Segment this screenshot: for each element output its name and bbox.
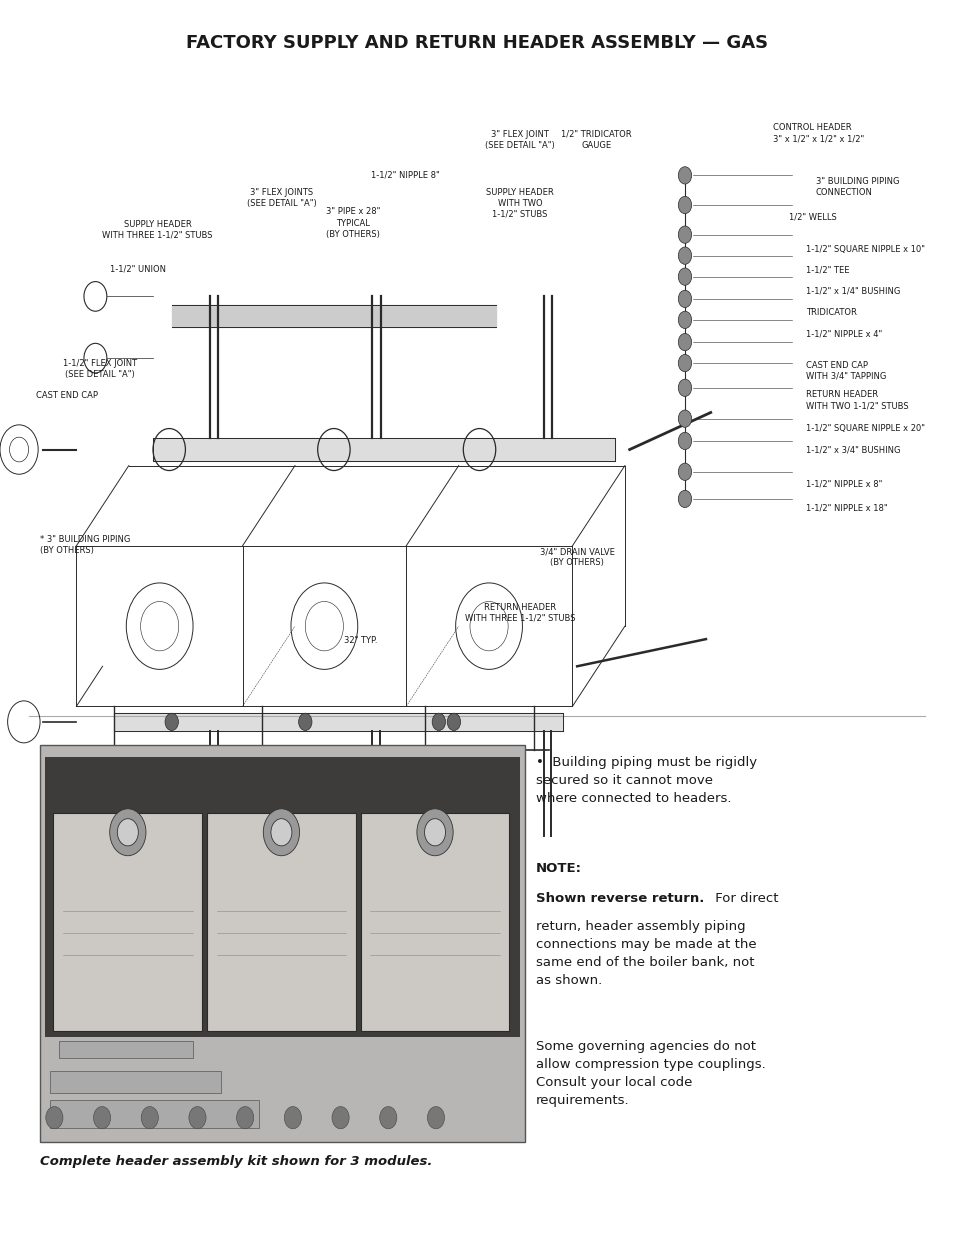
- Text: SUPPLY HEADER
WITH THREE 1-1/2" STUBS: SUPPLY HEADER WITH THREE 1-1/2" STUBS: [102, 220, 213, 240]
- Text: 1/2" WELLS: 1/2" WELLS: [788, 212, 836, 221]
- Circle shape: [427, 1107, 444, 1129]
- Circle shape: [379, 1107, 396, 1129]
- Circle shape: [678, 167, 691, 184]
- Circle shape: [447, 714, 460, 731]
- Text: 3" PIPE x 28"
TYPICAL
(BY OTHERS): 3" PIPE x 28" TYPICAL (BY OTHERS): [326, 207, 379, 238]
- Text: 1-1/2" NIPPLE x 4": 1-1/2" NIPPLE x 4": [805, 330, 882, 338]
- Bar: [50, 1071, 221, 1093]
- Text: 1-1/2" TEE: 1-1/2" TEE: [805, 266, 849, 274]
- Circle shape: [271, 819, 292, 846]
- Circle shape: [332, 1107, 349, 1129]
- Circle shape: [263, 809, 299, 856]
- Bar: [50, 1100, 259, 1128]
- Bar: [59, 1041, 193, 1058]
- Circle shape: [678, 268, 691, 285]
- Text: For direct: For direct: [710, 892, 778, 905]
- Circle shape: [678, 226, 691, 243]
- Text: 3" FLEX JOINTS
(SEE DETAIL "A"): 3" FLEX JOINTS (SEE DETAIL "A"): [246, 188, 316, 207]
- Text: FACTORY SUPPLY AND RETURN HEADER ASSEMBLY — GAS: FACTORY SUPPLY AND RETURN HEADER ASSEMBL…: [186, 35, 767, 52]
- Circle shape: [678, 379, 691, 396]
- Text: 1-1/2" NIPPLE x 18": 1-1/2" NIPPLE x 18": [805, 504, 887, 513]
- Circle shape: [416, 809, 453, 856]
- Circle shape: [432, 714, 445, 731]
- Text: CAST END CAP
WITH 3/4" TAPPING: CAST END CAP WITH 3/4" TAPPING: [805, 361, 885, 380]
- Text: CONTROL HEADER
3" x 1/2" x 1/2" x 1/2": CONTROL HEADER 3" x 1/2" x 1/2" x 1/2": [772, 124, 863, 143]
- Text: RETURN HEADER
WITH TWO 1-1/2" STUBS: RETURN HEADER WITH TWO 1-1/2" STUBS: [805, 390, 908, 410]
- Text: NOTE:: NOTE:: [536, 862, 581, 876]
- Bar: [40, 745, 524, 1142]
- Circle shape: [236, 1107, 253, 1129]
- Text: Shown reverse return.: Shown reverse return.: [536, 892, 703, 905]
- Circle shape: [424, 819, 445, 846]
- Text: Some governing agencies do not
allow compression type couplings.
Consult your lo: Some governing agencies do not allow com…: [536, 1040, 765, 1107]
- Text: SUPPLY HEADER
WITH TWO
1-1/2" STUBS: SUPPLY HEADER WITH TWO 1-1/2" STUBS: [485, 188, 554, 219]
- Bar: [53, 813, 202, 1031]
- Circle shape: [678, 333, 691, 351]
- Circle shape: [110, 809, 146, 856]
- Text: 1-1/2" SQUARE NIPPLE x 10": 1-1/2" SQUARE NIPPLE x 10": [805, 245, 924, 253]
- Circle shape: [678, 247, 691, 264]
- Circle shape: [678, 490, 691, 508]
- Text: * 3" BUILDING PIPING
(BY OTHERS): * 3" BUILDING PIPING (BY OTHERS): [40, 535, 131, 555]
- Circle shape: [93, 1107, 111, 1129]
- Text: 3" FLEX JOINT
(SEE DETAIL "A"): 3" FLEX JOINT (SEE DETAIL "A"): [484, 130, 555, 149]
- Text: CAST END CAP: CAST END CAP: [36, 391, 98, 400]
- Circle shape: [678, 311, 691, 329]
- Circle shape: [117, 819, 138, 846]
- Circle shape: [678, 196, 691, 214]
- Bar: [45, 757, 519, 1037]
- Circle shape: [678, 463, 691, 480]
- Bar: [360, 813, 509, 1031]
- Text: 1-1/2" FLEX JOINT
(SEE DETAIL "A"): 1-1/2" FLEX JOINT (SEE DETAIL "A"): [63, 359, 137, 379]
- Text: 1-1/2" NIPPLE 8": 1-1/2" NIPPLE 8": [371, 170, 439, 179]
- Circle shape: [46, 1107, 63, 1129]
- Text: •  Building piping must be rigidly
secured so it cannot move
where connected to : • Building piping must be rigidly secure…: [536, 756, 757, 805]
- Text: 32" TYP.: 32" TYP.: [343, 636, 377, 645]
- Bar: [207, 813, 355, 1031]
- Circle shape: [678, 432, 691, 450]
- Text: 1-1/2" SQUARE NIPPLE x 20": 1-1/2" SQUARE NIPPLE x 20": [805, 424, 924, 432]
- Text: 1-1/2" UNION: 1-1/2" UNION: [111, 264, 166, 273]
- Text: 1-1/2" x 3/4" BUSHING: 1-1/2" x 3/4" BUSHING: [805, 446, 900, 454]
- Text: TRIDICATOR: TRIDICATOR: [805, 308, 856, 316]
- Circle shape: [678, 290, 691, 308]
- Circle shape: [284, 1107, 301, 1129]
- Text: 1-1/2" x 1/4" BUSHING: 1-1/2" x 1/4" BUSHING: [805, 287, 900, 295]
- Circle shape: [189, 1107, 206, 1129]
- Text: 1-1/2" NIPPLE x 8": 1-1/2" NIPPLE x 8": [805, 479, 882, 488]
- Text: Complete header assembly kit shown for 3 modules.: Complete header assembly kit shown for 3…: [40, 1155, 432, 1168]
- Text: 1/2" TRIDICATOR
GAUGE: 1/2" TRIDICATOR GAUGE: [560, 130, 631, 149]
- Circle shape: [678, 354, 691, 372]
- Circle shape: [298, 714, 312, 731]
- Text: RETURN HEADER
WITH THREE 1-1/2" STUBS: RETURN HEADER WITH THREE 1-1/2" STUBS: [464, 603, 575, 622]
- Circle shape: [141, 1107, 158, 1129]
- Text: 3" BUILDING PIPING
CONNECTION: 3" BUILDING PIPING CONNECTION: [815, 177, 899, 196]
- Text: return, header assembly piping
connections may be made at the
same end of the bo: return, header assembly piping connectio…: [536, 920, 756, 987]
- Circle shape: [165, 714, 178, 731]
- Circle shape: [678, 410, 691, 427]
- Text: 3/4" DRAIN VALVE
(BY OTHERS): 3/4" DRAIN VALVE (BY OTHERS): [539, 547, 614, 567]
